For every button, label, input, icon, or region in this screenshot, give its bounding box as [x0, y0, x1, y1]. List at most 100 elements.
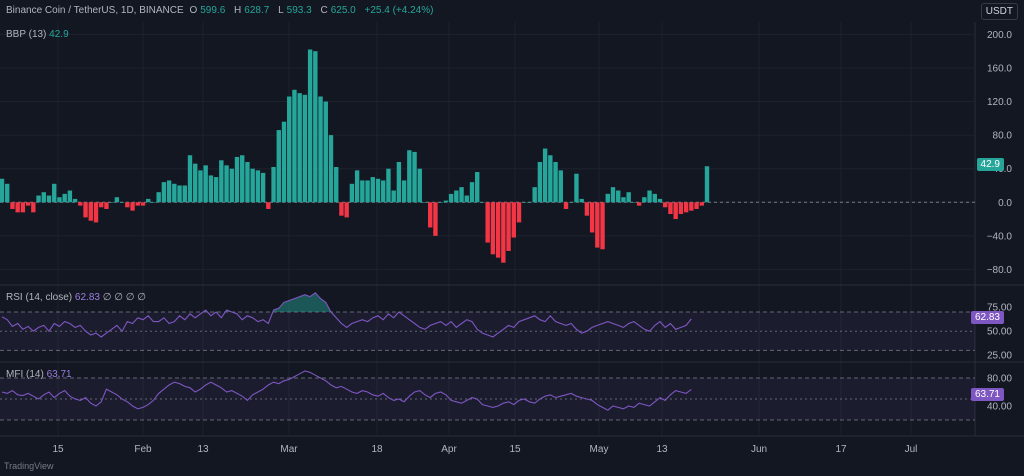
bbp-bar: [172, 183, 177, 203]
bbp-bar: [119, 202, 125, 203]
bbp-bar: [276, 130, 281, 203]
bbp-bar: [240, 155, 245, 203]
bbp-bar: [10, 202, 15, 209]
bbp-bar: [506, 202, 511, 251]
bbp-bar: [125, 202, 130, 208]
bbp-bar: [0, 178, 5, 203]
bbp-bar: [704, 166, 710, 203]
rsi-tick-label: 50.00: [987, 327, 1012, 338]
currency-button[interactable]: USDT: [980, 3, 1018, 20]
bbp-bar: [448, 193, 454, 203]
bbp-bar: [260, 172, 266, 203]
low-value: 593.3: [286, 5, 312, 16]
bbp-bar: [334, 167, 339, 203]
time-tick-label: Mar: [280, 444, 298, 455]
bbp-bar: [428, 202, 433, 228]
bbp-bar: [663, 202, 668, 208]
bbp-bar: [412, 151, 417, 203]
bbp-bar: [62, 193, 67, 203]
mfi-legend[interactable]: MFI (14) 63.71: [6, 369, 72, 380]
bbp-bar: [323, 101, 328, 203]
bbp-bar: [93, 202, 99, 223]
bbp-bar: [407, 150, 412, 203]
bbp-histogram: [0, 49, 710, 263]
bbp-bar: [109, 202, 114, 203]
mfi-title: MFI (14): [6, 369, 44, 380]
bbp-bar: [469, 182, 475, 203]
bbp-bar: [229, 168, 234, 203]
bbp-bar: [668, 202, 673, 215]
time-tick-label: Jul: [905, 444, 918, 455]
time-tick-label: 13: [197, 444, 209, 455]
close-value: 625.0: [330, 5, 356, 16]
bbp-bar: [605, 193, 610, 203]
bbp-bar: [78, 202, 83, 206]
bbp-bar: [600, 202, 605, 250]
bbp-legend[interactable]: BBP (13) 42.9: [6, 29, 69, 40]
bbp-bar: [438, 202, 443, 203]
bbp-bar: [234, 156, 240, 203]
mfi-line: [1, 370, 692, 411]
bbp-bar: [459, 187, 464, 203]
bbp-bar: [589, 202, 595, 233]
rsi-last-value-tag: 62.83: [970, 311, 1004, 324]
bbp-bar: [151, 202, 156, 203]
bbp-bar: [198, 170, 203, 203]
mfi-last-value-tag: 63.71: [970, 388, 1004, 401]
bbp-bar: [616, 190, 621, 203]
bbp-bar: [501, 202, 506, 263]
bbp-bar: [537, 161, 543, 203]
rsi-pane: 75.00 50.00 25.00: [0, 292, 1012, 362]
bbp-last-value-tag: 42.9: [976, 158, 1004, 171]
symbol-legend: Binance Coin / TetherUS, 1D, BINANCE O 59…: [6, 5, 436, 16]
bbp-bar: [694, 202, 699, 209]
bbp-bar: [208, 175, 214, 203]
bbp-bar: [166, 180, 172, 203]
open-value: 599.6: [200, 5, 226, 16]
bbp-bar: [156, 192, 161, 203]
mfi-pane: 80.00 40.00: [0, 370, 1012, 421]
rsi-extra-1: ∅: [102, 292, 112, 303]
bbp-bar: [292, 89, 297, 203]
bbp-bar: [46, 195, 52, 203]
bbp-bar: [177, 185, 182, 203]
bbp-bar: [527, 202, 532, 203]
symbol-title[interactable]: Binance Coin / TetherUS, 1D, BINANCE: [6, 5, 184, 16]
bbp-bar: [57, 197, 62, 203]
bbp-bar: [271, 167, 276, 203]
bbp-bar: [417, 168, 422, 203]
bbp-bar: [146, 198, 151, 203]
low-label: L: [278, 5, 284, 16]
bbp-bar: [401, 180, 407, 203]
bbp-bar: [135, 202, 140, 206]
bbp-bar: [255, 170, 261, 203]
bbp-bar: [187, 155, 193, 203]
bbp-tick-label: 160.0: [987, 63, 1012, 74]
bbp-bar: [224, 165, 229, 203]
mfi-tick-label: 80.00: [987, 374, 1012, 385]
bbp-tick-label: −80.0: [987, 265, 1013, 276]
bbp-bar: [41, 192, 46, 203]
bbp-bar: [480, 202, 485, 203]
mfi-legend-value: 63.71: [46, 369, 72, 380]
bbp-bar: [443, 200, 449, 203]
bbp-bar: [245, 161, 250, 203]
bbp-bar: [365, 180, 370, 203]
bbp-bar: [516, 202, 522, 223]
rsi-legend[interactable]: RSI (14, close) 62.83 ∅ ∅ ∅ ∅: [6, 292, 146, 303]
bbp-bar: [72, 198, 78, 203]
bbp-tick-label: −40.0: [987, 231, 1013, 242]
bbp-bar: [36, 195, 41, 203]
time-tick-label: May: [590, 444, 609, 455]
bbp-bar: [490, 202, 496, 255]
tradingview-logo[interactable]: TradingView: [4, 461, 54, 471]
bbp-bar: [621, 197, 626, 203]
bbp-tick-label: 0.0: [998, 198, 1012, 209]
bbp-bar: [219, 160, 224, 203]
time-tick-label: Jun: [751, 444, 767, 455]
bbp-bar: [99, 202, 104, 208]
time-tick-label: Feb: [134, 444, 152, 455]
bbp-bar: [511, 202, 516, 238]
bbp-bar: [391, 190, 396, 203]
